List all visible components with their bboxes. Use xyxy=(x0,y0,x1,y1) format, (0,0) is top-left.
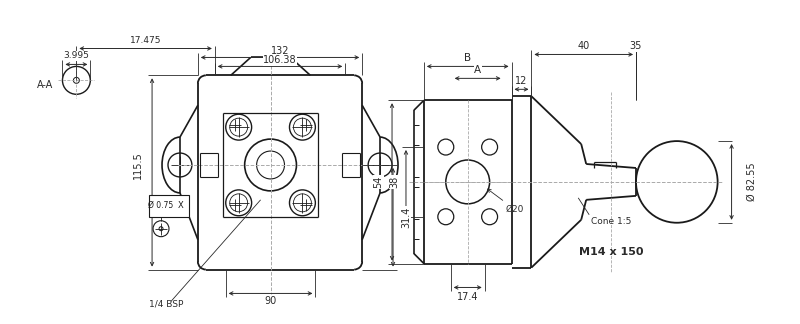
Text: 54: 54 xyxy=(373,176,383,188)
Text: Cone 1:5: Cone 1:5 xyxy=(591,217,631,226)
Text: 106.38: 106.38 xyxy=(263,55,297,65)
Text: X: X xyxy=(178,201,184,210)
Text: 12: 12 xyxy=(515,76,528,87)
Text: Ø20: Ø20 xyxy=(488,189,524,214)
Text: Ø 0.75: Ø 0.75 xyxy=(149,201,174,210)
Text: Ø 82.55: Ø 82.55 xyxy=(746,163,757,201)
Text: 17.4: 17.4 xyxy=(457,293,478,302)
Text: 40: 40 xyxy=(578,41,590,52)
Text: 1/4 BSP: 1/4 BSP xyxy=(149,299,183,308)
Text: A-A: A-A xyxy=(37,80,53,90)
Text: 115.5: 115.5 xyxy=(133,151,143,179)
Text: 132: 132 xyxy=(270,46,290,56)
Text: A: A xyxy=(474,65,482,75)
Text: 38: 38 xyxy=(389,176,399,188)
FancyBboxPatch shape xyxy=(149,195,189,217)
Text: 90: 90 xyxy=(265,296,277,307)
Text: M14 x 150: M14 x 150 xyxy=(579,247,643,257)
Text: 17.475: 17.475 xyxy=(130,36,162,45)
Text: 3.995: 3.995 xyxy=(63,52,90,61)
Text: B: B xyxy=(464,53,471,64)
Text: 31.4: 31.4 xyxy=(401,207,411,228)
Text: 35: 35 xyxy=(630,41,642,52)
